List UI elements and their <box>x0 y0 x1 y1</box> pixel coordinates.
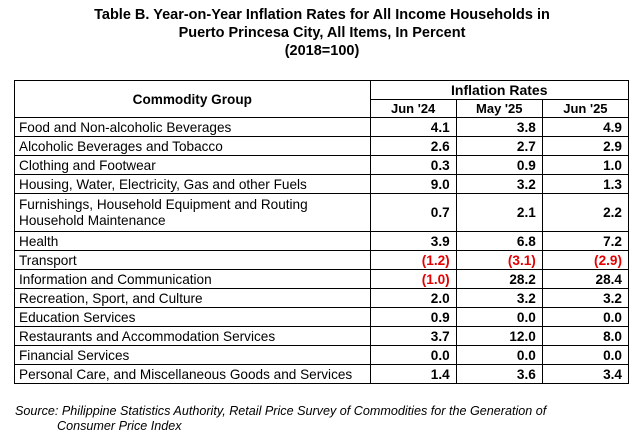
inflation-value-cell: 0.0 <box>541 345 630 365</box>
inflation-value-cell: 28.4 <box>541 269 630 289</box>
table-row: Recreation, Sport, and Culture 2.0 3.2 3.2 <box>14 288 630 308</box>
period-header-may-25: May '25 <box>455 98 543 118</box>
inflation-value-cell: 7.2 <box>541 231 630 251</box>
inflation-rates-header: Inflation Rates <box>369 80 630 100</box>
inflation-value-cell: 9.0 <box>369 174 457 194</box>
inflation-value-cell: (1.2) <box>369 250 457 270</box>
commodity-name-cell: Recreation, Sport, and Culture <box>14 288 371 308</box>
commodity-name-cell: Health <box>14 231 371 251</box>
inflation-value-cell: 0.3 <box>369 155 457 175</box>
inflation-value-cell: 2.1 <box>455 193 543 232</box>
commodity-name-cell: Clothing and Footwear <box>14 155 371 175</box>
inflation-value-cell: 3.2 <box>455 288 543 308</box>
commodity-name-cell: Housing, Water, Electricity, Gas and oth… <box>14 174 371 194</box>
inflation-table: Commodity Group Inflation Rates Jun '24 … <box>14 80 630 384</box>
inflation-value-cell: 3.9 <box>369 231 457 251</box>
inflation-value-cell: 3.6 <box>455 364 543 384</box>
inflation-value-cell: 4.1 <box>369 117 457 137</box>
inflation-value-cell: 3.4 <box>541 364 630 384</box>
table-row: Food and Non-alcoholic Beverages 4.1 3.8 4.… <box>14 117 630 137</box>
source-note: Source: Philippine Statistics Authority,… <box>15 404 625 434</box>
inflation-value-cell: 3.2 <box>541 288 630 308</box>
commodity-name-cell: Food and Non-alcoholic Beverages <box>14 117 371 137</box>
period-header-jun-25: Jun '25 <box>541 98 630 118</box>
title-line-3: (2018=100) <box>284 43 360 59</box>
inflation-value-cell: 0.0 <box>369 345 457 365</box>
title-line-1: Table B. Year-on-Year Inflation Rates fo… <box>94 7 550 23</box>
commodity-name-cell: Education Services <box>14 307 371 327</box>
inflation-value-cell: 0.9 <box>455 155 543 175</box>
inflation-value-cell: 2.6 <box>369 136 457 156</box>
commodity-name-cell: Personal Care, and Miscellaneous Goods a… <box>14 364 371 384</box>
period-header-jun-24: Jun '24 <box>369 98 457 118</box>
inflation-value-cell: 1.0 <box>541 155 630 175</box>
inflation-value-cell: 28.2 <box>455 269 543 289</box>
commodity-group-header: Commodity Group <box>14 80 371 118</box>
commodity-name-cell: Alcoholic Beverages and Tobacco <box>14 136 371 156</box>
table-body: Food and Non-alcoholic Beverages 4.1 3.8 4.… <box>14 117 630 384</box>
inflation-value-cell: 2.0 <box>369 288 457 308</box>
table-row: Information and Communication (1.0) 28.2 28… <box>14 269 630 289</box>
inflation-value-cell: 1.4 <box>369 364 457 384</box>
inflation-value-cell: 3.7 <box>369 326 457 346</box>
table-title: Table B. Year-on-Year Inflation Rates fo… <box>0 6 644 60</box>
source-line-1: Source: Philippine Statistics Authority,… <box>15 404 547 418</box>
inflation-value-cell: 2.2 <box>541 193 630 232</box>
table-row: Financial Services 0.0 0.0 0.0 <box>14 345 630 365</box>
table-row: Alcoholic Beverages and Tobacco 2.6 2.7 2.9 <box>14 136 630 156</box>
commodity-name-cell: Financial Services <box>14 345 371 365</box>
inflation-value-cell: 0.9 <box>369 307 457 327</box>
table-row: Clothing and Footwear 0.3 0.9 1.0 <box>14 155 630 175</box>
table-row: Furnishings, Household Equipment and Rou… <box>14 193 630 232</box>
table-row: Personal Care, and Miscellaneous Goods a… <box>14 364 630 384</box>
inflation-value-cell: 2.9 <box>541 136 630 156</box>
table-row: Education Services 0.9 0.0 0.0 <box>14 307 630 327</box>
commodity-name-cell: Information and Communication <box>14 269 371 289</box>
title-line-2: Puerto Princesa City, All Items, In Perc… <box>178 25 466 41</box>
inflation-value-cell: 3.2 <box>455 174 543 194</box>
inflation-value-cell: 0.0 <box>455 307 543 327</box>
inflation-value-cell: 6.8 <box>455 231 543 251</box>
inflation-value-cell: 0.7 <box>369 193 457 232</box>
source-line-2: Consumer Price Index <box>57 419 182 433</box>
inflation-value-cell: 0.0 <box>541 307 630 327</box>
inflation-value-cell: 4.9 <box>541 117 630 137</box>
inflation-value-cell: (1.0) <box>369 269 457 289</box>
table-row: Health 3.9 6.8 7.2 <box>14 231 630 251</box>
inflation-value-cell: 2.7 <box>455 136 543 156</box>
inflation-value-cell: 3.8 <box>455 117 543 137</box>
commodity-name-cell: Restaurants and Accommodation Services <box>14 326 371 346</box>
inflation-value-cell: 1.3 <box>541 174 630 194</box>
inflation-value-cell: (2.9) <box>541 250 630 270</box>
table-row: Transport (1.2) (3.1) (2.9) <box>14 250 630 270</box>
commodity-name-cell: Furnishings, Household Equipment and Rou… <box>14 193 371 232</box>
table-row: Restaurants and Accommodation Services 3.… <box>14 326 630 346</box>
inflation-value-cell: 12.0 <box>455 326 543 346</box>
commodity-name-cell: Transport <box>14 250 371 270</box>
inflation-value-cell: (3.1) <box>455 250 543 270</box>
table-row: Housing, Water, Electricity, Gas and oth… <box>14 174 630 194</box>
inflation-value-cell: 0.0 <box>455 345 543 365</box>
inflation-value-cell: 8.0 <box>541 326 630 346</box>
